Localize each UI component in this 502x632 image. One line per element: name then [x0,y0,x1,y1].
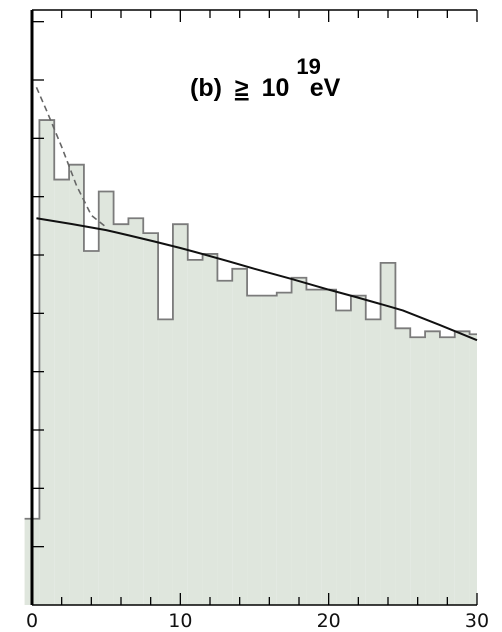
histogram-bar [336,310,351,605]
histogram-bar [425,331,440,605]
histogram-bar [98,191,114,605]
annotation-exponent: 19 [296,54,320,79]
histogram-bar [187,259,203,605]
histogram-bar [39,120,55,605]
histogram-bar [306,289,322,605]
solid-fit-curve [36,217,478,342]
annotation-unit: eV [310,74,341,102]
x-tick-label: 30 [465,610,489,632]
histogram-bar [454,331,470,605]
histogram-bar [291,277,307,605]
annotation-operator: ≥ [235,74,249,102]
fit-layer [35,87,478,342]
annotation-base: 10 [262,74,290,102]
histogram-outline [24,119,477,520]
histogram-bar [247,295,262,605]
histogram-bar [439,337,455,605]
histogram-bar [321,289,337,605]
x-tick-label: 0 [26,610,38,632]
x-tick-label: 20 [317,610,341,632]
x-tick-label: 10 [168,610,192,632]
histogram-bar [380,262,396,605]
histogram-layer [24,119,477,605]
histogram-bar [202,253,218,605]
histogram-bar [365,319,381,605]
annotation-prefix: (b) [190,74,222,102]
histogram-bar [232,268,248,605]
histogram-bar [158,319,173,605]
energy-annotation: (b) ≥ 10 19 eV [190,52,341,102]
axis-layer [30,9,478,606]
histogram-bar [172,224,188,605]
histogram-bar [83,250,99,605]
histogram-bar [54,179,70,605]
histogram-bar [113,224,129,605]
histogram-bar [410,337,426,605]
histogram-bar [217,280,233,605]
histogram-bar [261,295,277,605]
histogram-bar [69,164,84,605]
histogram-bar [143,233,159,605]
histogram-bar [350,295,366,605]
histogram-bar [469,334,477,605]
histogram-bar [276,292,292,605]
dashed-fit-curve [35,87,107,228]
histogram-bar [128,218,144,605]
histogram-bar [395,328,411,605]
tick-label-layer: 0 10 20 30 [26,610,489,632]
